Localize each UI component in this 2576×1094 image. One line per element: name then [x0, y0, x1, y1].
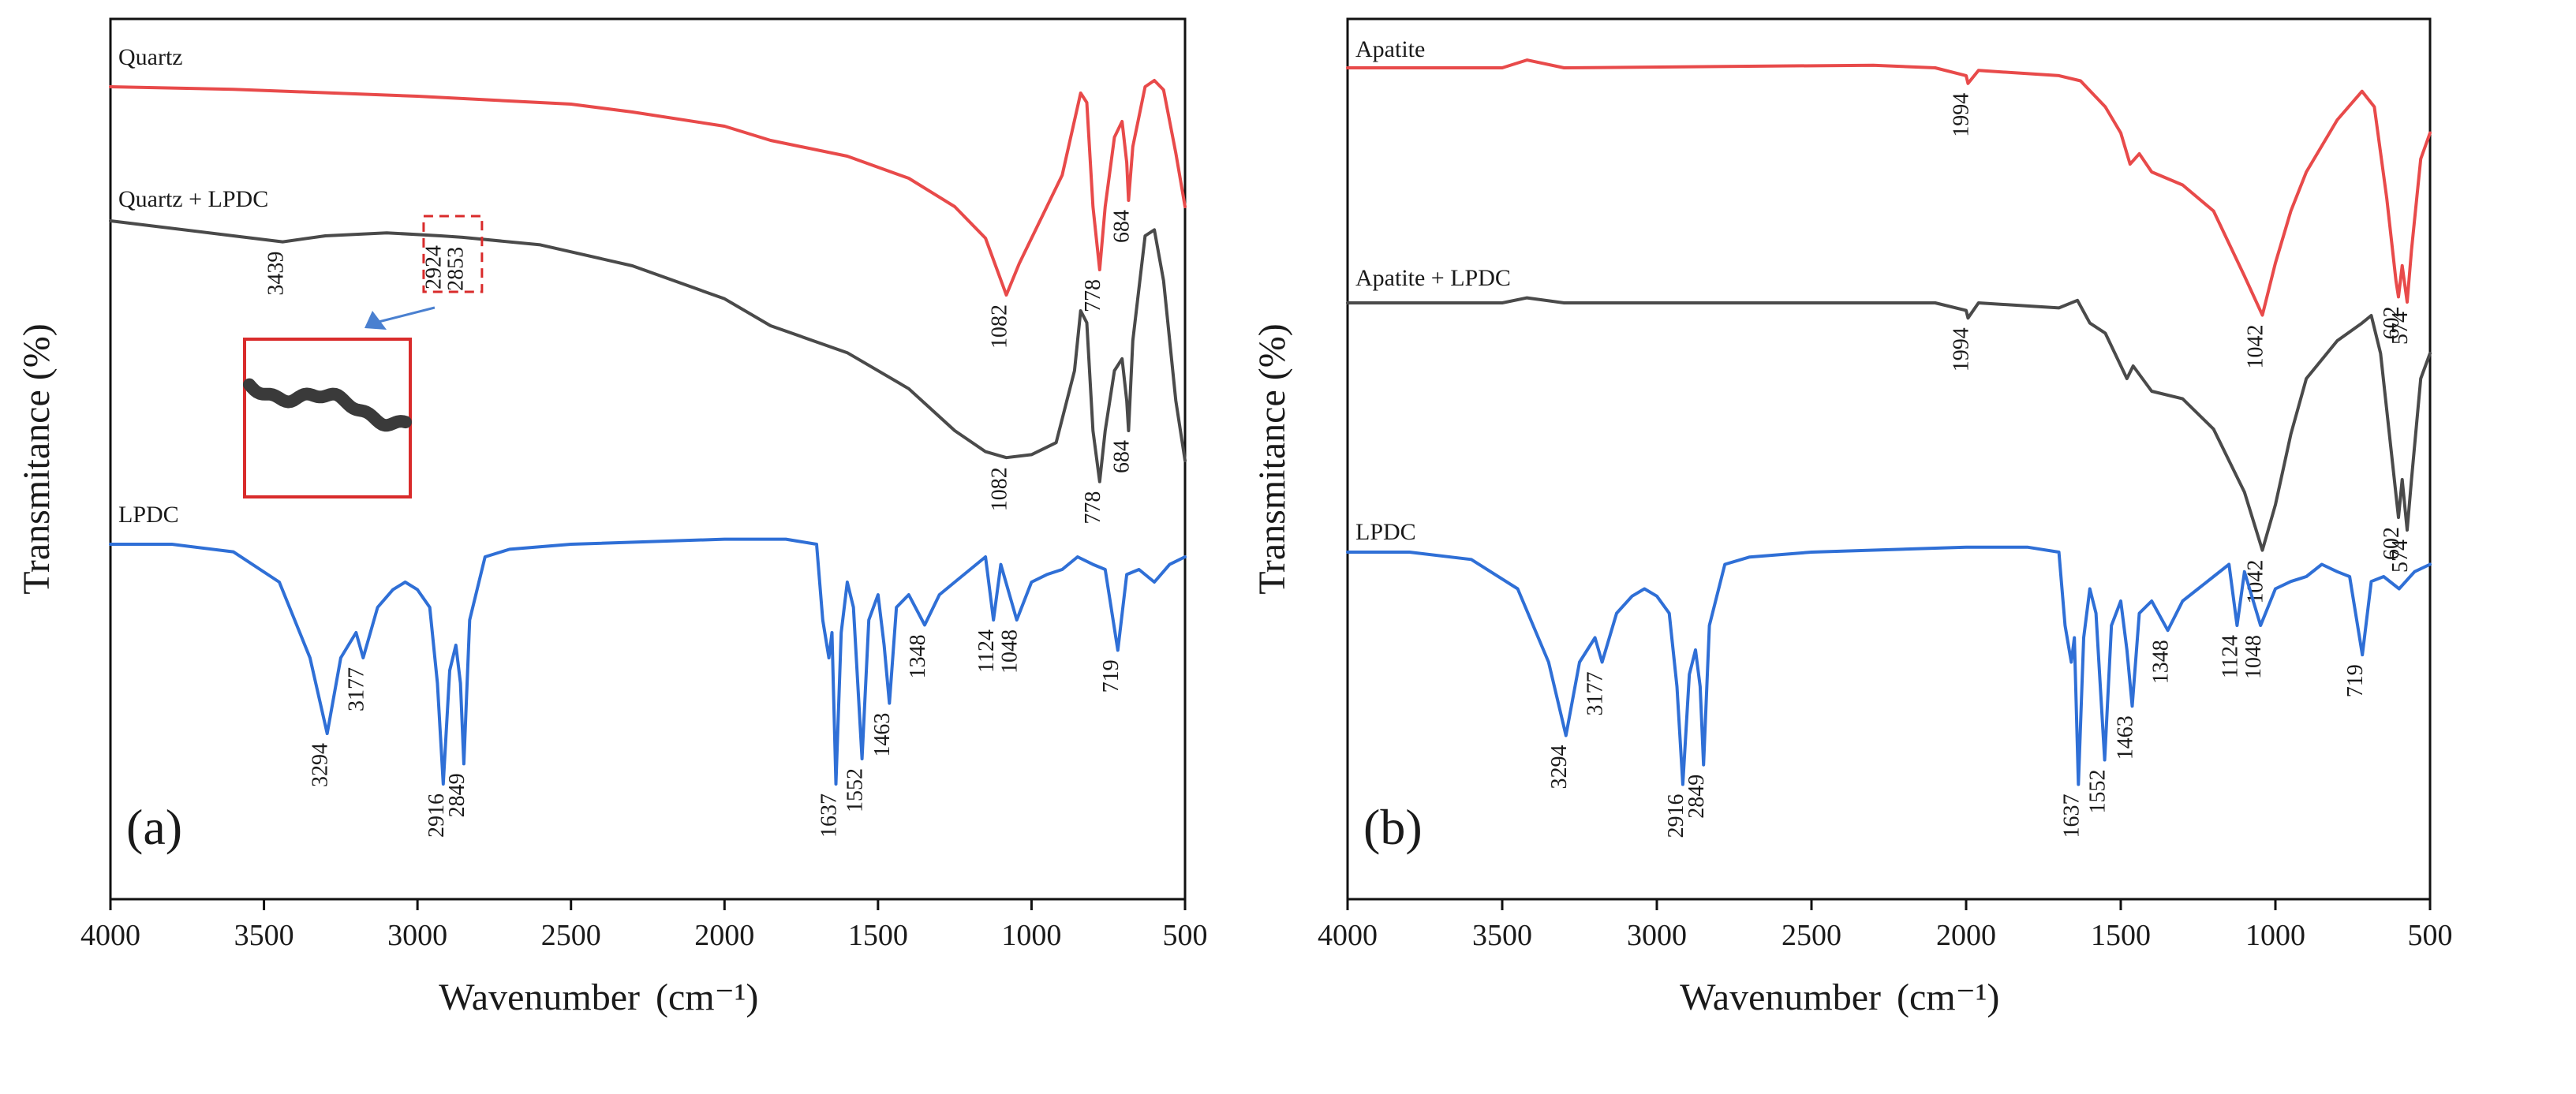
panel-label: (b)	[1363, 799, 1423, 855]
x-tick-label: 3500	[1472, 919, 1532, 952]
peak-label: 2849	[445, 773, 469, 817]
peak-label: 1348	[906, 634, 930, 678]
series-label: Quartz	[118, 44, 183, 70]
panel-b: 4000 3500 3000 2500 2000 1500 1000 500 Wavenumbe…	[1251, 17, 2453, 1018]
inset-box	[243, 338, 412, 498]
peak-label: 1637	[2059, 794, 2084, 838]
zoom-arrow-head	[365, 311, 387, 330]
y-axis-title: Transmitance (%)	[16, 323, 58, 594]
peak-label: 602	[2380, 306, 2404, 339]
x-tick-label: 3000	[387, 919, 447, 952]
series-line-apatite	[1346, 58, 2432, 317]
x-tick-label: 2000	[694, 919, 754, 952]
peak-label: 574	[2388, 312, 2413, 345]
series-line-quartz	[109, 79, 1187, 297]
x-tick-label: 500	[1163, 919, 1208, 952]
series-line-lpdc	[1346, 545, 2432, 786]
peak-label: 1994	[1949, 327, 1973, 372]
peak-label: 3439	[264, 252, 288, 296]
series-label: Quartz + LPDC	[118, 186, 268, 212]
zoom-arrow	[378, 306, 436, 323]
x-tick-label: 2500	[1782, 919, 1841, 952]
peak-label: 2924	[422, 245, 447, 289]
peak-label: 1552	[843, 768, 868, 812]
peak-label: 778	[1081, 279, 1105, 312]
peak-label: 1042	[2244, 325, 2268, 369]
peak-label: 3294	[308, 743, 333, 787]
x-tick-label: 3500	[234, 919, 294, 952]
peak-label: 1463	[2114, 715, 2138, 760]
x-axis-title: Wavenumber	[1680, 976, 1881, 1018]
zoom-region-box	[422, 215, 484, 293]
panel-label: (a)	[126, 799, 182, 855]
x-tick-label: 4000	[80, 919, 140, 952]
peak-label: 1082	[988, 304, 1012, 349]
peak-label: 3177	[1583, 672, 1608, 716]
x-tick-label: 2000	[1936, 919, 1996, 952]
series-label: Apatite + LPDC	[1355, 265, 1511, 291]
x-tick-label: 3000	[1627, 919, 1687, 952]
peak-label: 778	[1081, 491, 1105, 525]
peak-label: 1994	[1949, 93, 1973, 137]
y-axis-title: Transmitance (%)	[1251, 323, 1293, 594]
peak-label: 2849	[1684, 775, 1709, 819]
series-label: LPDC	[1355, 519, 1416, 545]
x-tick-label: 1500	[2091, 919, 2151, 952]
peak-label: 1637	[817, 793, 842, 838]
x-tick-label: 1000	[2245, 919, 2305, 952]
x-axis-unit: (cm⁻¹)	[656, 976, 758, 1018]
peak-label: 1463	[870, 713, 895, 757]
peak-label: 2916	[1664, 794, 1688, 838]
x-tick-label: 2500	[541, 919, 601, 952]
inset-trace	[243, 378, 412, 432]
x-tick-label: 1000	[1001, 919, 1061, 952]
x-tick-label: 1500	[848, 919, 908, 952]
peak-label: 3177	[344, 667, 368, 711]
peak-label: 1552	[2086, 770, 2111, 814]
peak-label: 3294	[1547, 745, 1572, 790]
series-label: Apatite	[1355, 36, 1425, 62]
peak-label: 574	[2388, 540, 2413, 573]
peak-label: 2853	[443, 247, 468, 291]
peak-label: 719	[1099, 659, 1123, 693]
peak-label: 1348	[2149, 640, 2174, 684]
peak-label: 1048	[998, 629, 1023, 674]
panel-a: 4000 3500 3000 2500 2000 1500 1000 500 Wavenumbe…	[16, 17, 1208, 1018]
series-line-apatite-lpdc	[1346, 296, 2432, 552]
x-axis-title: Wavenumber	[439, 976, 640, 1018]
series-label: LPDC	[118, 502, 179, 528]
peak-label: 1124	[974, 629, 999, 673]
x-tick-label: 4000	[1318, 919, 1378, 952]
peak-label: 1048	[2241, 635, 2266, 679]
series-line-quartz-lpdc	[109, 219, 1187, 484]
peak-label: 684	[1109, 210, 1134, 243]
x-tick-label: 500	[2408, 919, 2453, 952]
plot-frame	[1346, 17, 2432, 901]
series-line-lpdc	[109, 537, 1187, 786]
peak-label: 1124	[2218, 635, 2242, 678]
peak-label: 2916	[424, 793, 449, 838]
peak-label: 1082	[988, 467, 1012, 511]
peak-label: 684	[1109, 440, 1134, 473]
peak-label: 602	[2380, 527, 2404, 560]
peak-label: 719	[2343, 664, 2368, 697]
x-axis-unit: (cm⁻¹)	[1897, 976, 1999, 1018]
